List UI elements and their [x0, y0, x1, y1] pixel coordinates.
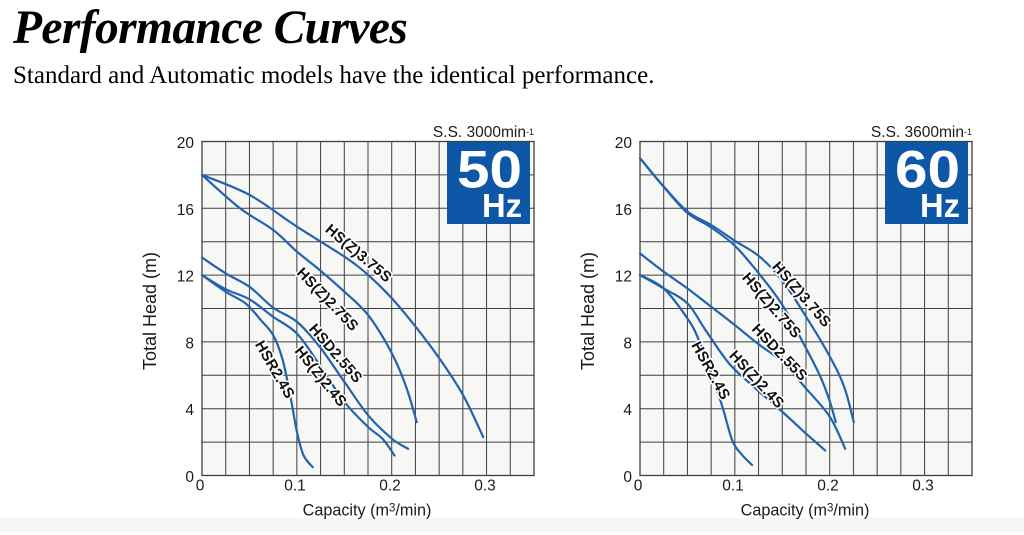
svg-text:Hz: Hz	[920, 188, 960, 225]
svg-text:Hz: Hz	[482, 188, 522, 225]
svg-text:Total Head (m): Total Head (m)	[578, 252, 598, 370]
svg-text:0.3: 0.3	[912, 478, 934, 495]
svg-text:0: 0	[196, 478, 205, 495]
svg-text:Total Head (m): Total Head (m)	[140, 252, 160, 370]
svg-text:Capacity (m3/min): Capacity (m3/min)	[741, 502, 870, 520]
svg-text:4: 4	[623, 402, 632, 419]
svg-text:0: 0	[634, 478, 643, 495]
svg-text:0.1: 0.1	[722, 478, 744, 495]
svg-text:0.3: 0.3	[474, 478, 496, 495]
svg-text:0: 0	[623, 469, 632, 486]
svg-text:16: 16	[615, 202, 632, 219]
svg-text:12: 12	[615, 269, 632, 286]
svg-text:20: 20	[177, 135, 195, 152]
svg-text:12: 12	[177, 269, 194, 286]
svg-text:50: 50	[457, 141, 522, 200]
svg-text:60: 60	[895, 141, 960, 200]
svg-text:0.1: 0.1	[284, 478, 306, 495]
svg-text:Capacity (m3/min): Capacity (m3/min)	[303, 502, 432, 520]
svg-text:8: 8	[623, 335, 632, 352]
svg-text:0.2: 0.2	[817, 478, 839, 495]
svg-text:4: 4	[185, 402, 194, 419]
svg-text:0: 0	[185, 469, 194, 486]
svg-text:S.S. 3600min-1: S.S. 3600min-1	[871, 124, 972, 141]
svg-text:0.2: 0.2	[379, 478, 401, 495]
svg-text:16: 16	[177, 202, 194, 219]
svg-text:20: 20	[615, 135, 633, 152]
svg-text:S.S. 3000min-1: S.S. 3000min-1	[433, 124, 534, 141]
svg-text:8: 8	[185, 335, 194, 352]
